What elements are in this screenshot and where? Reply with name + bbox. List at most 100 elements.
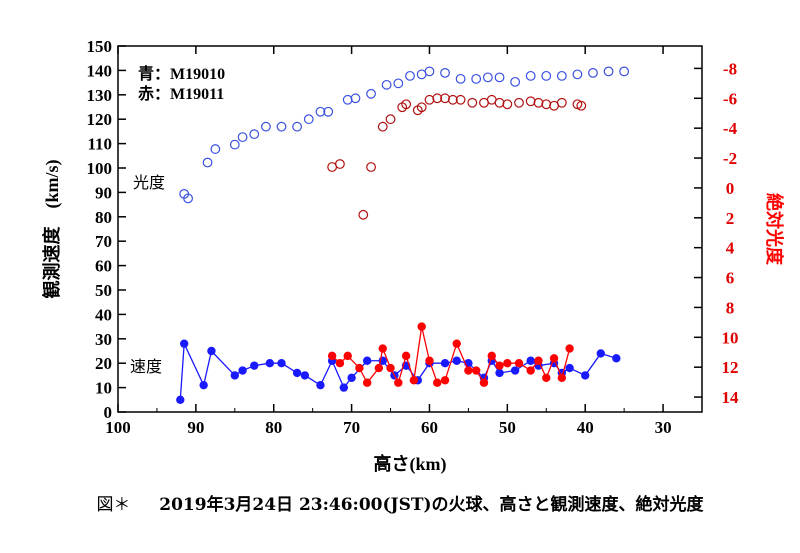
data-point xyxy=(471,73,482,84)
data-point xyxy=(316,380,325,390)
data-point xyxy=(525,96,536,107)
y-left-tick-label: 40 xyxy=(95,305,112,324)
data-point xyxy=(440,67,450,78)
data-point xyxy=(479,378,489,387)
data-point xyxy=(514,359,524,368)
series-line xyxy=(331,326,571,385)
data-point xyxy=(612,354,621,363)
data-point xyxy=(394,378,403,387)
data-point xyxy=(183,193,193,204)
data-point xyxy=(433,378,442,387)
data-point xyxy=(401,351,411,361)
data-point xyxy=(202,157,213,168)
x-tick-label: 40 xyxy=(577,418,594,437)
data-point xyxy=(323,106,334,117)
x-tick-label: 70 xyxy=(343,418,360,437)
data-point xyxy=(526,366,535,375)
y-right-tick-label: -4 xyxy=(723,119,738,138)
caption-prefix: 図＊ xyxy=(96,495,131,515)
data-point xyxy=(596,349,605,358)
data-point xyxy=(425,356,434,365)
data-point xyxy=(374,363,384,373)
data-point xyxy=(432,93,443,104)
data-point xyxy=(277,359,286,368)
data-point xyxy=(378,344,387,353)
data-point xyxy=(452,339,461,348)
y-left-tick-label: 100 xyxy=(87,159,113,178)
data-point xyxy=(565,344,574,353)
data-point xyxy=(549,354,559,363)
data-point xyxy=(581,371,590,380)
data-point xyxy=(452,356,461,365)
y-axis-right-label: 絶対光度 xyxy=(764,193,785,266)
y-left-tick-label: 0 xyxy=(104,403,113,422)
data-point xyxy=(467,97,478,108)
data-point xyxy=(366,162,376,172)
figure-caption: 図＊ 2019年3月24日 23:46:00(JST)の火球、高さと観測速度、絶… xyxy=(0,490,800,515)
y-right-tick-label: 10 xyxy=(722,328,739,347)
data-point xyxy=(343,351,352,361)
y-right-tick-label: 8 xyxy=(726,298,735,317)
y-right-tick-label: 4 xyxy=(726,239,735,258)
data-point xyxy=(265,359,275,368)
data-point xyxy=(179,339,189,348)
data-point xyxy=(541,70,552,81)
data-point xyxy=(355,363,364,373)
data-point xyxy=(487,351,496,361)
y-right-tick-label: 2 xyxy=(726,209,735,228)
series xyxy=(327,93,587,220)
data-point xyxy=(385,114,396,125)
data-point xyxy=(358,209,369,220)
y-right-tick-label: 12 xyxy=(722,358,739,377)
x-tick-label: 100 xyxy=(105,418,131,437)
data-point xyxy=(510,366,520,375)
data-point xyxy=(207,346,216,356)
y-left-tick-label: 10 xyxy=(95,379,112,398)
data-point xyxy=(249,129,260,140)
data-point xyxy=(417,322,426,331)
data-point xyxy=(471,366,481,375)
y-right-tick-label: -8 xyxy=(723,59,737,78)
data-point xyxy=(542,373,551,383)
data-point xyxy=(541,99,552,110)
y-axis-left: 0 10 20 30 40 50 60 70 80 90 100 110 120 130 140 150 xyxy=(87,37,126,422)
data-point xyxy=(393,78,404,89)
data-point xyxy=(440,376,450,385)
data-point xyxy=(199,380,208,390)
y-left-tick-label: 140 xyxy=(87,61,113,80)
y-left-tick-label: 80 xyxy=(95,208,112,227)
y-axis-left-label: 観測速度 (km/s) xyxy=(41,159,63,298)
y-left-tick-label: 110 xyxy=(87,135,112,154)
data-point xyxy=(276,121,287,132)
data-point xyxy=(315,106,326,117)
chart: 100 90 80 70 60 50 40 30 0102030405060708090100… xyxy=(41,37,785,475)
x-tick-label: 30 xyxy=(655,418,672,437)
data-point xyxy=(303,114,314,125)
data-point xyxy=(405,70,415,81)
data-point xyxy=(335,359,345,368)
data-point xyxy=(447,94,458,105)
plot-frame xyxy=(117,45,703,413)
brightness-annotation: 光度 xyxy=(133,174,165,192)
data-point xyxy=(381,79,392,90)
data-point xyxy=(494,72,505,83)
y-left-tick-label: 60 xyxy=(95,257,112,276)
x-tick-label: 90 xyxy=(187,418,204,437)
x-axis-label: 高さ(km) xyxy=(374,453,447,475)
y-axis-right: 14 12 10 8 6 4 2 0 -2 -4 -6 -8 xyxy=(694,59,739,407)
data-point xyxy=(440,359,450,368)
y-left-tick-label: 90 xyxy=(95,183,112,202)
y-right-tick-label: -2 xyxy=(723,149,737,168)
data-point xyxy=(603,66,614,77)
data-point xyxy=(250,361,259,370)
y-left-tick-label: 50 xyxy=(95,281,112,300)
data-point xyxy=(335,159,345,169)
data-point xyxy=(300,371,310,380)
data-point xyxy=(455,73,466,84)
data-point xyxy=(237,132,248,143)
data-point xyxy=(533,97,544,108)
data-point xyxy=(619,66,630,77)
data-point xyxy=(514,97,524,108)
y-right-tick-label: 0 xyxy=(726,179,735,198)
data-point xyxy=(572,69,583,80)
